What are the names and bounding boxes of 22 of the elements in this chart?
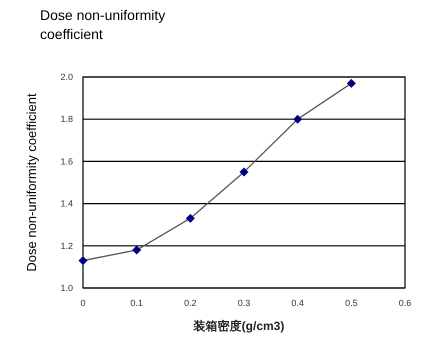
x-tick-label: 0.2 <box>184 298 197 308</box>
title: Dose non-uniformity coefficient <box>40 7 166 42</box>
point <box>78 256 88 266</box>
point <box>186 214 195 223</box>
point <box>293 114 302 124</box>
x-tick-label: 0.4 <box>291 298 304 308</box>
y-tick-label: 1.0 <box>60 283 73 293</box>
y-tick-label: 1.8 <box>60 114 73 124</box>
point <box>240 167 248 176</box>
point <box>346 78 356 88</box>
x-tick-label: 0.5 <box>345 298 358 308</box>
x-tick-label: 0.1 <box>130 298 143 308</box>
x-tick-label: 0.6 <box>398 298 412 308</box>
y-tick-label: 1.6 <box>60 156 73 166</box>
x-tick-label: 0 <box>80 298 86 308</box>
x-axis-title: 装箱密度(g/cm3) <box>192 319 284 333</box>
y-tick-label: 1.4 <box>60 198 73 209</box>
point <box>132 246 142 255</box>
x-tick-label: 0.3 <box>238 298 250 308</box>
y-axis-title: Dose non-uniformity coefficient <box>24 93 39 272</box>
y-tick-label: 2.0 <box>60 72 73 82</box>
y-tick-label: 1.2 <box>60 240 73 251</box>
